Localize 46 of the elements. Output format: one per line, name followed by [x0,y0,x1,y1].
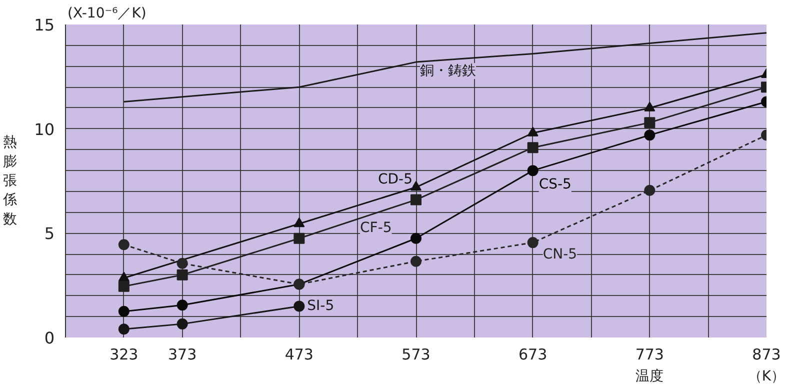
text: （K） [748,368,786,384]
point [410,232,422,244]
series-label: SI-5 [307,298,334,314]
series-label: CD-5 [378,171,413,188]
point [644,102,656,112]
point [527,237,538,248]
point [644,130,656,141]
text: (X-10⁻⁶／K) [68,6,146,22]
point [176,318,188,330]
y-tick-label: 10 [34,120,54,139]
x-tick-label: 573 [402,346,430,364]
x-tick-label: 673 [518,346,548,364]
point [176,258,188,269]
point [527,126,538,136]
point [410,194,422,206]
series-label: CS-5 [538,176,572,193]
point [176,300,188,311]
point [410,256,422,267]
series-label: CN-5 [542,246,578,263]
y-tick-label: 0 [44,328,55,348]
y-tick-label: 5 [44,224,55,244]
point [644,184,656,196]
point [118,280,130,292]
point [644,117,656,128]
y-axis-title: 熱膨張係数 [2,134,18,228]
point [118,324,130,335]
point [176,269,188,280]
x-tick-label: 773 [635,346,664,364]
point [527,142,538,154]
x-axis-title: 温度 [636,368,664,384]
y-tick-label: 15 [34,16,54,34]
point [118,306,130,317]
point [527,165,538,176]
series-label: 銅・鋳鉄 [420,63,476,80]
line-series [123,32,766,102]
x-tick-label: 473 [284,346,314,364]
point [294,300,305,312]
point [118,272,130,282]
point [410,180,422,191]
x-tick-label: 373 [168,346,197,364]
x-tick-label: 323 [110,346,138,364]
x-tick-label: 873 [752,346,781,364]
point [118,239,130,250]
point [294,232,305,244]
series-label: CF-5 [360,220,392,236]
point [294,218,305,228]
